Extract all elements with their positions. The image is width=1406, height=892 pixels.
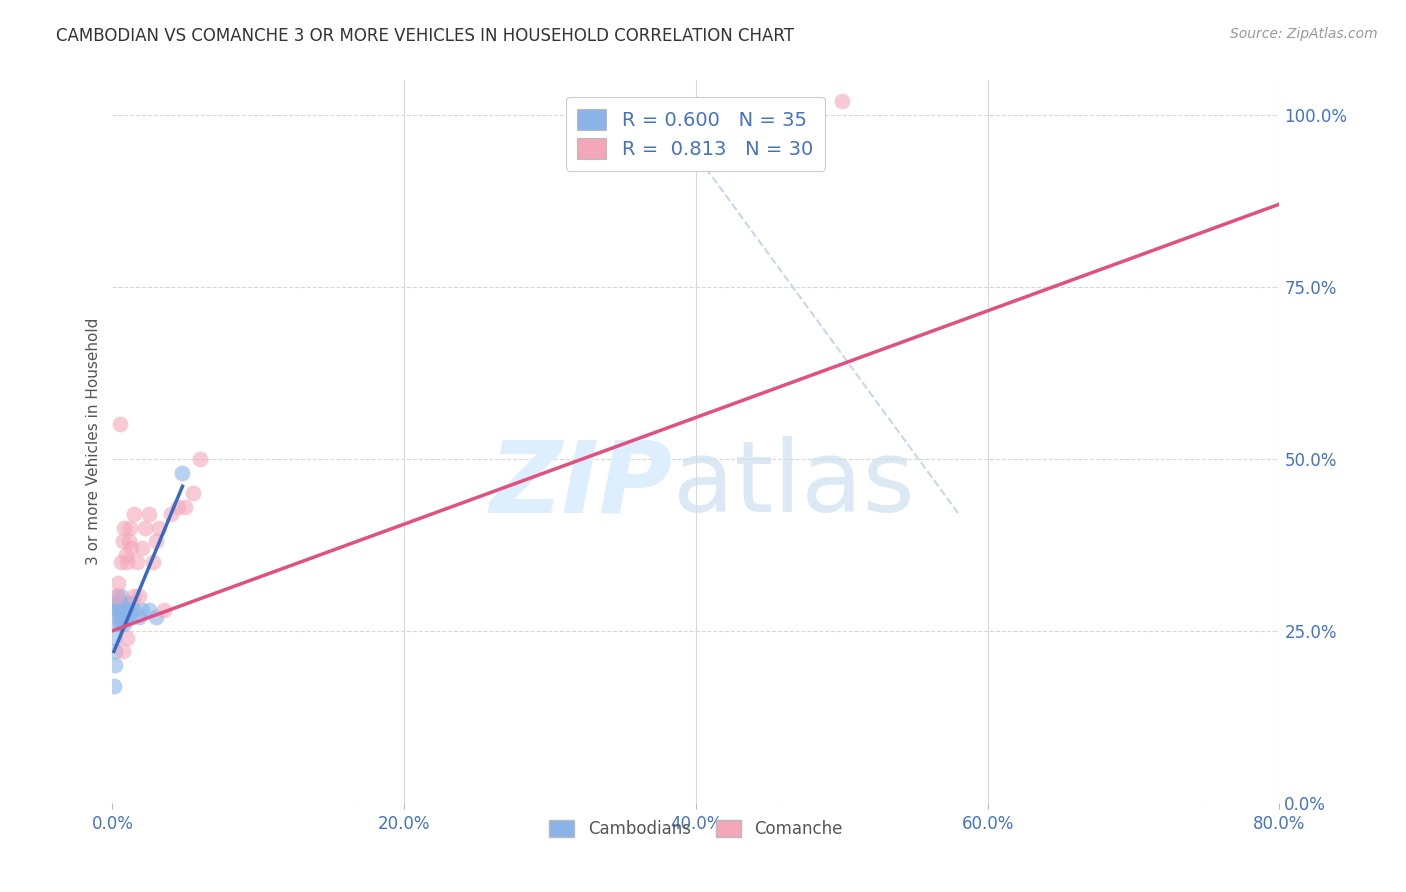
- Point: [131, 603, 153, 617]
- Point: [117, 603, 139, 617]
- Point: [115, 610, 138, 624]
- Point: [105, 603, 128, 617]
- Y-axis label: 3 or more Vehicles in Household: 3 or more Vehicles in Household: [86, 318, 101, 566]
- Text: ZIP: ZIP: [489, 436, 672, 533]
- Point: [112, 520, 135, 534]
- Point: [142, 555, 165, 569]
- Point: [145, 534, 167, 549]
- Point: [105, 596, 128, 610]
- Point: [112, 616, 135, 631]
- Point: [128, 590, 150, 604]
- Point: [110, 603, 132, 617]
- Point: [127, 555, 149, 569]
- Point: [104, 658, 127, 673]
- Point: [160, 507, 183, 521]
- Point: [111, 534, 134, 549]
- Point: [124, 603, 146, 617]
- Text: Source: ZipAtlas.com: Source: ZipAtlas.com: [1230, 27, 1378, 41]
- Point: [112, 603, 135, 617]
- Point: [114, 603, 136, 617]
- Text: atlas: atlas: [672, 436, 914, 533]
- Point: [134, 520, 156, 534]
- Point: [105, 590, 128, 604]
- Point: [110, 610, 132, 624]
- Point: [145, 610, 167, 624]
- Point: [172, 466, 194, 480]
- Point: [118, 610, 141, 624]
- Point: [105, 610, 128, 624]
- Legend: Cambodians, Comanche: Cambodians, Comanche: [543, 814, 849, 845]
- Point: [120, 541, 142, 556]
- Point: [138, 507, 160, 521]
- Point: [167, 500, 190, 514]
- Point: [181, 486, 204, 500]
- Text: CAMBODIAN VS COMANCHE 3 OR MORE VEHICLES IN HOUSEHOLD CORRELATION CHART: CAMBODIAN VS COMANCHE 3 OR MORE VEHICLES…: [56, 27, 794, 45]
- Point: [148, 520, 170, 534]
- Point: [115, 555, 138, 569]
- Point: [104, 631, 127, 645]
- Point: [107, 575, 129, 590]
- Point: [110, 590, 132, 604]
- Point: [104, 644, 127, 658]
- Point: [108, 596, 131, 610]
- Point: [108, 610, 131, 624]
- Point: [111, 596, 134, 610]
- Point: [188, 451, 211, 466]
- Point: [131, 541, 153, 556]
- Point: [110, 555, 132, 569]
- Point: [115, 631, 138, 645]
- Point: [114, 548, 136, 562]
- Point: [118, 520, 141, 534]
- Point: [105, 590, 128, 604]
- Point: [831, 94, 853, 108]
- Point: [103, 679, 125, 693]
- Point: [108, 616, 131, 631]
- Point: [111, 610, 134, 624]
- Point: [124, 507, 146, 521]
- Point: [174, 500, 197, 514]
- Point: [108, 417, 131, 432]
- Point: [107, 596, 129, 610]
- Point: [115, 596, 138, 610]
- Point: [108, 603, 131, 617]
- Point: [138, 603, 160, 617]
- Point: [114, 610, 136, 624]
- Point: [128, 610, 150, 624]
- Point: [120, 596, 142, 610]
- Point: [124, 590, 146, 604]
- Point: [117, 534, 139, 549]
- Point: [107, 616, 129, 631]
- Point: [152, 603, 174, 617]
- Point: [107, 603, 129, 617]
- Point: [111, 644, 134, 658]
